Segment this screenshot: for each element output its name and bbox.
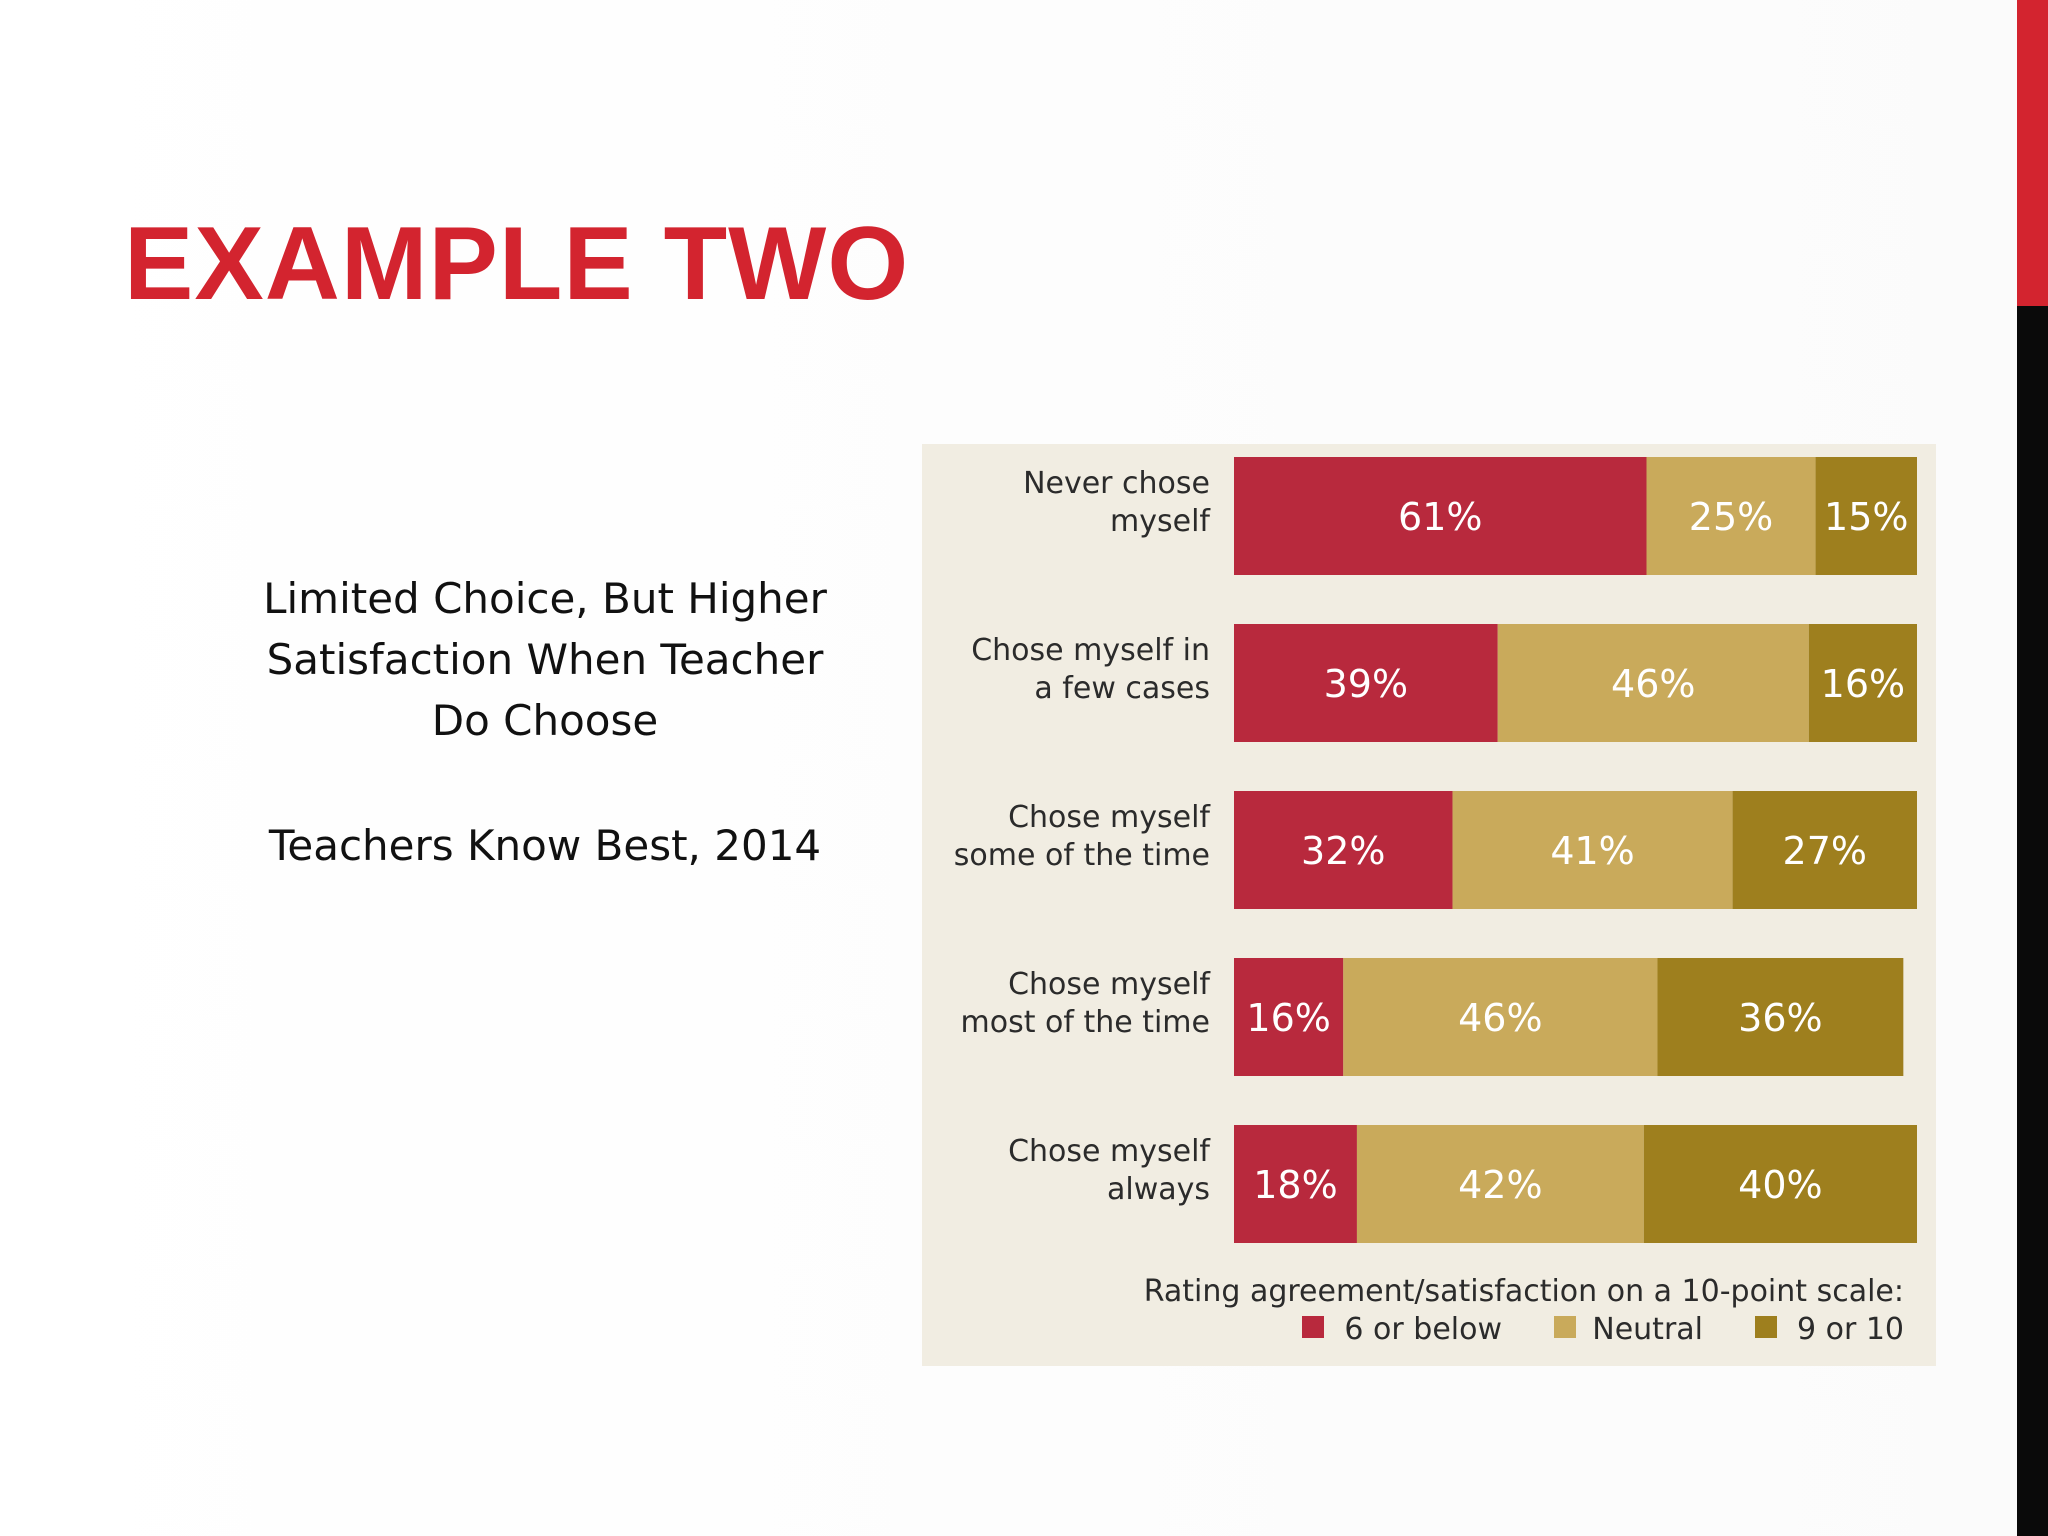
citation: Teachers Know Best, 2014 (268, 821, 822, 870)
caption: Limited Choice, But Higher Satisfaction … (230, 568, 860, 751)
accent-bar-black (2017, 306, 2048, 1536)
category-label: Chose myself (1008, 800, 1211, 835)
bar-segment (1234, 958, 1344, 1076)
caption-line: Limited Choice, But Higher (263, 574, 827, 623)
legend-label: Neutral (1592, 1312, 1703, 1347)
category-label: Chose myself (1008, 1134, 1211, 1169)
legend-swatch (1302, 1316, 1324, 1338)
category-label: most of the time (960, 1005, 1210, 1040)
data-label: 15% (1824, 495, 1908, 539)
bar-segment (1356, 1125, 1644, 1243)
data-label: 25% (1689, 495, 1773, 539)
category-label: some of the time (954, 838, 1210, 873)
bar-segment (1646, 457, 1816, 575)
bar-segment (1234, 791, 1453, 909)
category-label: myself (1110, 504, 1211, 539)
bar-segment (1452, 791, 1733, 909)
legend-label: 6 or below (1344, 1312, 1502, 1347)
category-label: Chose myself (1008, 967, 1211, 1002)
legend-swatch (1755, 1316, 1777, 1338)
category-label: always (1107, 1172, 1210, 1207)
data-label: 40% (1738, 1163, 1822, 1207)
data-label: 46% (1611, 662, 1695, 706)
data-label: 32% (1301, 829, 1385, 873)
slide-title: EXAMPLE TWO (124, 206, 910, 322)
bar-segment (1732, 791, 1917, 909)
bar-segment (1234, 624, 1498, 742)
legend-label: 9 or 10 (1797, 1312, 1904, 1347)
bar-segment (1643, 1125, 1917, 1243)
data-label: 42% (1458, 1163, 1542, 1207)
accent-bar-red (2017, 0, 2048, 306)
data-label: 16% (1246, 996, 1330, 1040)
bar-segment (1234, 1125, 1357, 1243)
data-label: 46% (1458, 996, 1542, 1040)
bar-segment (1234, 457, 1647, 575)
category-label: Chose myself in (971, 633, 1210, 668)
bar-segment (1343, 958, 1658, 1076)
legend-title: Rating agreement/satisfaction on a 10-po… (1144, 1274, 1904, 1309)
bar-segment (1497, 624, 1809, 742)
caption-line: Satisfaction When Teacher (266, 635, 824, 684)
data-label: 41% (1550, 829, 1634, 873)
data-label: 61% (1398, 495, 1482, 539)
data-label: 18% (1253, 1163, 1337, 1207)
caption-line: Do Choose (431, 696, 659, 745)
data-label: 39% (1324, 662, 1408, 706)
data-label: 16% (1821, 662, 1905, 706)
data-label: 27% (1783, 829, 1867, 873)
bar-segment (1808, 624, 1917, 742)
category-label: Never chose (1023, 466, 1210, 501)
legend-swatch (1554, 1316, 1576, 1338)
data-label: 36% (1738, 996, 1822, 1040)
bar-segment (1657, 958, 1904, 1076)
bar-segment (1815, 457, 1917, 575)
category-label: a few cases (1034, 671, 1210, 706)
